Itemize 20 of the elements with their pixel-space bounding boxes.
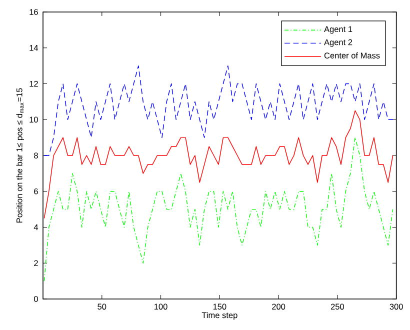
y-tick-label: 12 (30, 80, 38, 87)
x-tick-label: 100 (154, 304, 168, 310)
y-tick-label: 8 (34, 152, 38, 158)
x-tick-label: 250 (330, 304, 344, 310)
x-axis-title: Time step (202, 312, 238, 320)
legend-label: Center of Mass (324, 52, 380, 58)
legend-label: Agent 2 (324, 39, 352, 47)
x-tick-label: 50 (98, 304, 106, 310)
y-tick-label: 2 (34, 260, 38, 266)
legend-label: Agent 1 (324, 26, 352, 34)
y-tick-label: 16 (30, 9, 38, 15)
x-tick-label: 200 (272, 304, 286, 310)
y-tick-label: 6 (34, 188, 38, 194)
y-tick-label: 14 (30, 45, 38, 51)
y-axis-title: Position on the bar 1≤ pos ≤ d$_{max}$=15 (16, 88, 24, 223)
y-tick-label: 10 (30, 116, 38, 123)
x-tick-label: 150 (213, 304, 226, 310)
y-tick-label: 0 (34, 296, 38, 302)
y-tick-label: 4 (34, 224, 38, 230)
x-tick-label: 300 (390, 304, 403, 310)
